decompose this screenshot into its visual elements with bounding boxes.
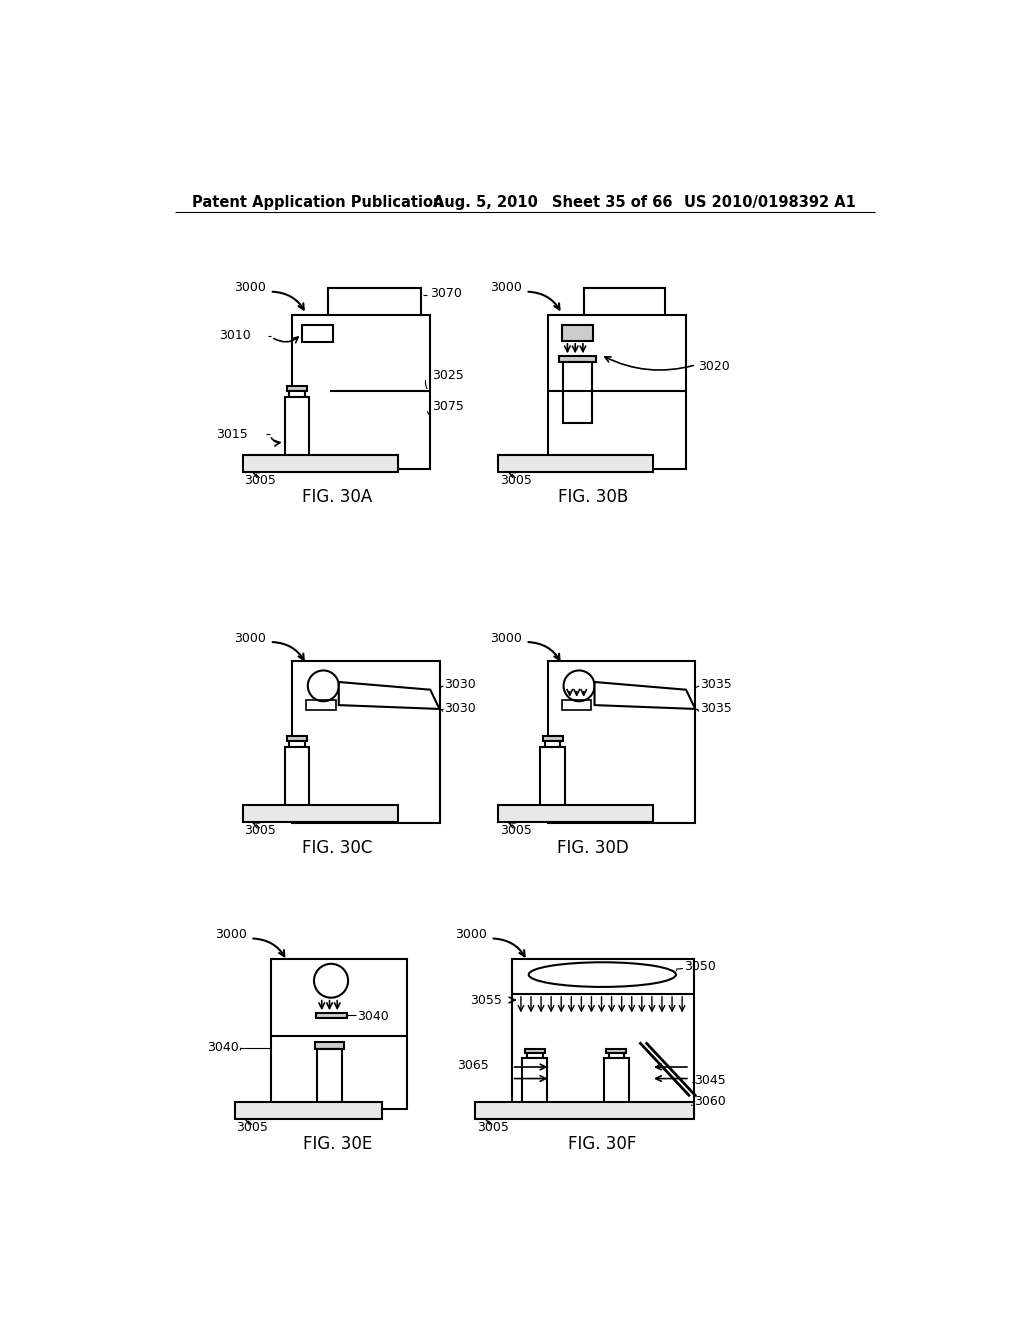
Bar [292, 314, 430, 469]
Text: 3000: 3000 [489, 281, 521, 294]
Text: 3025: 3025 [432, 370, 464, 381]
Bar [608, 1053, 624, 1057]
Text: 3000: 3000 [215, 928, 247, 941]
Text: 3035: 3035 [700, 702, 732, 715]
Text: 3030: 3030 [444, 702, 476, 715]
Bar [306, 700, 336, 710]
Text: 3055: 3055 [470, 994, 503, 1007]
Text: FIG. 30E: FIG. 30E [303, 1135, 372, 1152]
Bar [475, 1102, 693, 1118]
Bar [271, 960, 407, 1109]
Bar [328, 288, 421, 325]
Text: 3075: 3075 [432, 400, 464, 413]
Text: 3060: 3060 [693, 1096, 725, 1109]
Bar [285, 397, 309, 459]
Ellipse shape [528, 962, 676, 987]
Text: 3015: 3015 [216, 428, 248, 441]
Text: 3005: 3005 [500, 474, 531, 487]
Text: FIG. 30C: FIG. 30C [302, 838, 373, 857]
Text: Patent Application Publication: Patent Application Publication [191, 195, 443, 210]
Bar [541, 747, 565, 809]
Bar [302, 326, 333, 342]
Text: 3065: 3065 [457, 1059, 488, 1072]
Bar [606, 1048, 627, 1053]
Text: 3040: 3040 [207, 1041, 239, 1055]
Text: FIG. 30A: FIG. 30A [302, 488, 373, 506]
Text: 3000: 3000 [489, 631, 521, 644]
Text: 3035: 3035 [700, 677, 732, 690]
Bar [543, 737, 563, 742]
Text: 3000: 3000 [455, 928, 486, 941]
Text: 3030: 3030 [444, 677, 476, 690]
Bar [604, 1057, 629, 1104]
Bar [559, 356, 596, 362]
Bar [289, 391, 305, 397]
Text: 3020: 3020 [697, 360, 729, 372]
Text: 3040: 3040 [356, 1010, 388, 1023]
Bar [545, 742, 560, 747]
Bar [499, 455, 653, 471]
Bar [562, 700, 592, 710]
Text: 3005: 3005 [477, 1121, 509, 1134]
Text: 3005: 3005 [245, 824, 276, 837]
Bar [234, 1102, 382, 1118]
Bar [562, 326, 593, 341]
Bar [512, 960, 693, 1117]
Text: 3005: 3005 [237, 1121, 268, 1134]
Bar [548, 661, 695, 822]
Bar [287, 385, 307, 391]
Bar [289, 742, 305, 747]
Bar [522, 1057, 547, 1104]
Bar [285, 747, 309, 809]
Bar [527, 1053, 543, 1057]
Text: 3050: 3050 [684, 961, 717, 973]
Circle shape [563, 671, 595, 701]
Text: FIG. 30D: FIG. 30D [557, 838, 629, 857]
Bar [287, 737, 307, 742]
Text: Sheet 35 of 66: Sheet 35 of 66 [552, 195, 673, 210]
Bar [317, 1048, 342, 1102]
Text: 3005: 3005 [500, 824, 531, 837]
Polygon shape [595, 682, 695, 709]
Text: 3070: 3070 [430, 288, 462, 301]
Circle shape [314, 964, 348, 998]
Bar [563, 362, 592, 424]
Text: FIG. 30B: FIG. 30B [558, 488, 628, 506]
Bar [548, 314, 686, 469]
Bar [315, 1014, 346, 1019]
Text: 3045: 3045 [693, 1074, 725, 1088]
Polygon shape [339, 682, 439, 709]
Text: 3000: 3000 [234, 281, 266, 294]
Bar [499, 805, 653, 822]
Bar [292, 661, 439, 822]
Bar [584, 288, 665, 325]
Text: Aug. 5, 2010: Aug. 5, 2010 [432, 195, 538, 210]
Text: US 2010/0198392 A1: US 2010/0198392 A1 [684, 195, 856, 210]
Circle shape [308, 671, 339, 701]
Text: 3000: 3000 [234, 631, 266, 644]
Bar [314, 1043, 344, 1048]
Bar [243, 455, 397, 471]
Text: 3005: 3005 [245, 474, 276, 487]
Text: 3010: 3010 [219, 329, 251, 342]
Bar [243, 805, 397, 822]
Text: FIG. 30F: FIG. 30F [568, 1135, 637, 1152]
Bar [524, 1048, 545, 1053]
